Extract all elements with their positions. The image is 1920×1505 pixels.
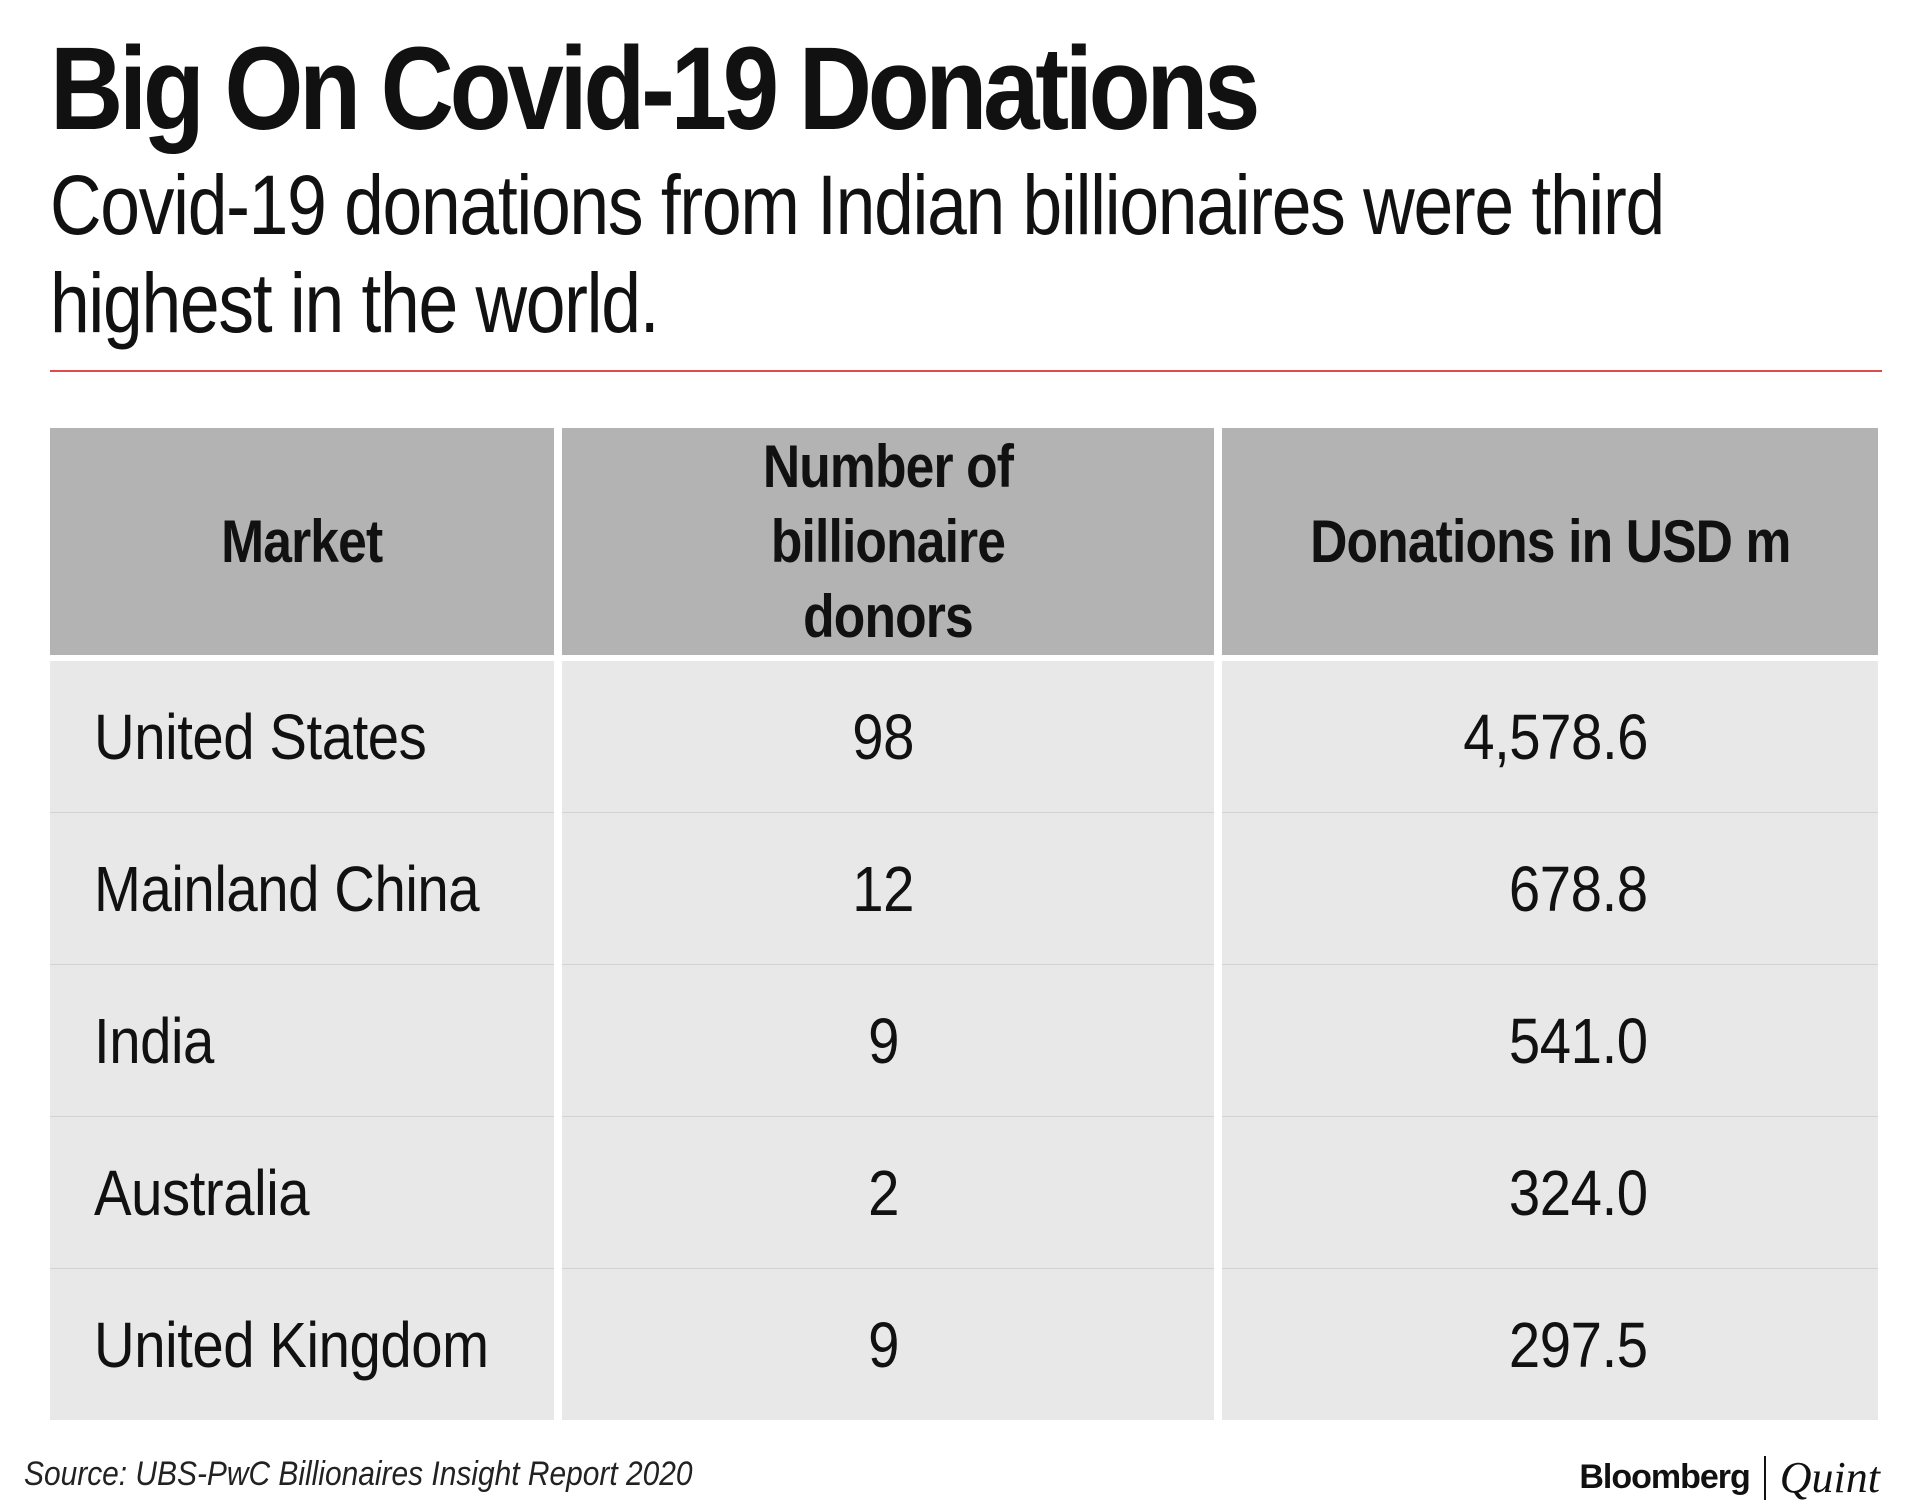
table-row: United States 98 4,578.6 bbox=[50, 655, 1878, 813]
donations-value: 297.5 bbox=[1509, 1308, 1648, 1381]
table-row: India 9 541.0 bbox=[50, 964, 1878, 1117]
chart-subtitle: Covid-19 donations from Indian billionai… bbox=[50, 158, 1665, 350]
donations-cell: 678.8 bbox=[1214, 812, 1878, 965]
donors-value: 98 bbox=[852, 700, 915, 773]
donors-cell: 98 bbox=[554, 655, 1218, 813]
table-row: Australia 2 324.0 bbox=[50, 1116, 1878, 1269]
donations-value: 541.0 bbox=[1509, 1004, 1648, 1077]
column-header-label: Donations in USD m bbox=[1309, 508, 1791, 575]
donors-cell: 12 bbox=[554, 812, 1218, 965]
donations-value: 4,578.6 bbox=[1463, 700, 1648, 773]
table-row: Mainland China 12 678.8 bbox=[50, 812, 1878, 965]
column-header-market: Market bbox=[50, 428, 558, 658]
donations-table: Market Number of billionaire donors Dona… bbox=[50, 428, 1878, 1420]
brand-logo: Bloomberg Quint bbox=[1579, 1452, 1880, 1503]
donations-cell: 297.5 bbox=[1214, 1268, 1878, 1420]
donations-cell: 541.0 bbox=[1214, 964, 1878, 1117]
market-cell: Mainland China bbox=[50, 812, 558, 965]
market-cell: India bbox=[50, 964, 558, 1117]
donors-value: 12 bbox=[852, 852, 915, 925]
title-divider bbox=[50, 370, 1882, 372]
brand-secondary: Quint bbox=[1779, 1453, 1880, 1502]
donations-value: 324.0 bbox=[1509, 1156, 1648, 1229]
table-header-row: Market Number of billionaire donors Dona… bbox=[50, 428, 1878, 658]
market-cell: Australia bbox=[50, 1116, 558, 1269]
donors-value: 9 bbox=[868, 1004, 899, 1077]
donors-cell: 9 bbox=[554, 1268, 1218, 1420]
source-note: Source: UBS-PwC Billionaires Insight Rep… bbox=[24, 1455, 693, 1493]
market-cell: United States bbox=[50, 655, 558, 813]
market-cell: United Kingdom bbox=[50, 1268, 558, 1420]
donors-value: 2 bbox=[868, 1156, 899, 1229]
market-value: Mainland China bbox=[94, 852, 480, 925]
brand-primary: Bloomberg bbox=[1579, 1458, 1750, 1496]
chart-title: Big On Covid-19 Donations bbox=[50, 23, 1260, 155]
donors-value: 9 bbox=[868, 1308, 899, 1381]
column-header-label: Number of billionaire donors bbox=[762, 433, 1014, 650]
column-header-donations: Donations in USD m bbox=[1214, 428, 1878, 658]
market-value: United Kingdom bbox=[94, 1308, 489, 1381]
donors-cell: 9 bbox=[554, 964, 1218, 1117]
donations-cell: 4,578.6 bbox=[1214, 655, 1878, 813]
donations-value: 678.8 bbox=[1509, 852, 1648, 925]
column-header-label: Market bbox=[221, 508, 383, 575]
market-value: Australia bbox=[94, 1156, 310, 1229]
donations-cell: 324.0 bbox=[1214, 1116, 1878, 1269]
brand-divider bbox=[1763, 1455, 1766, 1500]
data-table: Market Number of billionaire donors Dona… bbox=[50, 428, 1878, 1420]
market-value: India bbox=[94, 1004, 214, 1077]
table-row: United Kingdom 9 297.5 bbox=[50, 1268, 1878, 1420]
market-value: United States bbox=[94, 700, 427, 773]
column-header-donors: Number of billionaire donors bbox=[554, 428, 1218, 658]
donors-cell: 2 bbox=[554, 1116, 1218, 1269]
